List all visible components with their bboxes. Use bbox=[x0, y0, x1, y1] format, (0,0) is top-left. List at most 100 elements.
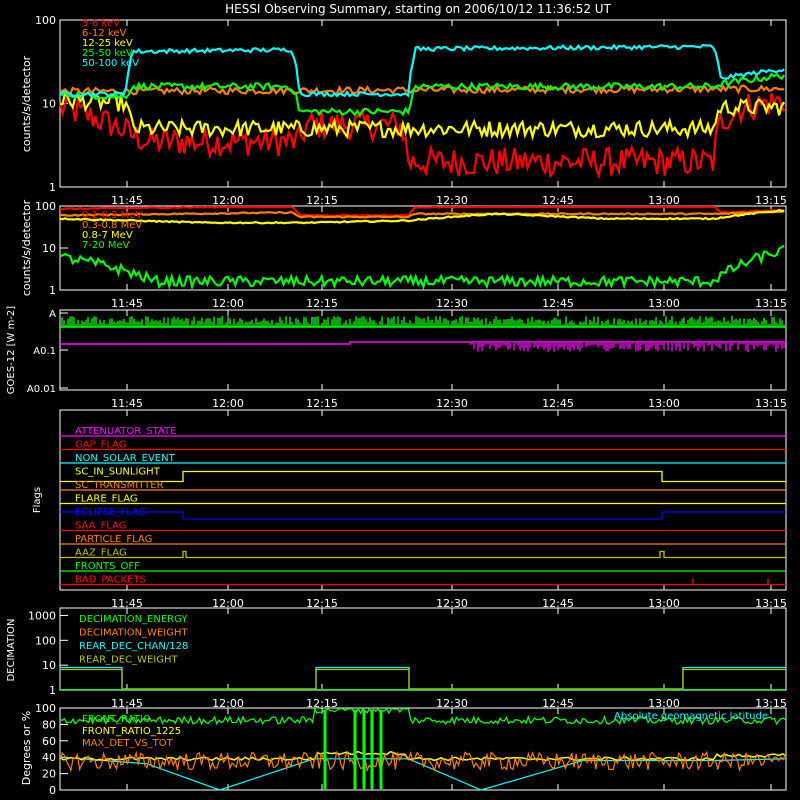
y-tick-label-dec-3: 1000 bbox=[28, 609, 56, 622]
x-tick-label-dec-4: 12:45 bbox=[542, 697, 574, 710]
flag-label-5: FLARE_FLAG bbox=[75, 494, 138, 505]
legend-entry-low-1: 6-12 keV bbox=[82, 28, 126, 39]
x-tick-label-low-1: 12:00 bbox=[212, 194, 244, 207]
y-tick-label-goes-1: A0.1 bbox=[33, 346, 56, 357]
legend-entry-ratio-2: MAX_DET_VS_TOT bbox=[82, 738, 174, 749]
series-line-0-3 bbox=[59, 72, 786, 117]
flag-line-6 bbox=[60, 511, 786, 520]
series-line-0-0 bbox=[58, 93, 786, 179]
series-spikes-goes-0 bbox=[61, 316, 785, 327]
y-axis-label-low: counts/s/detector bbox=[20, 55, 33, 152]
y-tick-label-goes-0: A0.01 bbox=[27, 384, 56, 395]
flag-line-9 bbox=[60, 550, 786, 559]
series-line-1-1 bbox=[59, 210, 785, 219]
x-tick-label-goes-4: 12:45 bbox=[542, 397, 574, 410]
y-tick-label-goes-2: A bbox=[49, 309, 56, 320]
legend-entry-high-2: 0.8-7 MeV bbox=[82, 230, 133, 241]
legend-entry-low-4: 50-100 keV bbox=[82, 58, 139, 69]
legend-entry-dec-3: REAR_DEC_WEIGHT bbox=[79, 655, 178, 666]
figure-title: HESSI Observing Summary, starting on 200… bbox=[225, 2, 611, 16]
x-tick-label-flags-1: 12:00 bbox=[212, 597, 244, 610]
x-tick-label-dec-6: 13:15 bbox=[755, 697, 787, 710]
flag-label-3: SC_IN_SUNLIGHT bbox=[75, 467, 161, 478]
flag-label-0: ATTENUATOR_STATE bbox=[75, 426, 176, 437]
series-line-1-2 bbox=[59, 208, 785, 225]
y-tick-label-1-1: 10 bbox=[42, 242, 56, 255]
x-tick-label-high-5: 13:00 bbox=[648, 297, 680, 310]
y-tick-label-1-2: 100 bbox=[35, 200, 56, 213]
y-axis-label-flags: Flags bbox=[32, 487, 43, 513]
flag-line-3 bbox=[60, 470, 786, 483]
y-tick-label-dec-0: 1 bbox=[49, 684, 56, 697]
legend-entry-ratio-1: FRONT_RATIO_1225 bbox=[82, 726, 181, 737]
y-tick-label-dec-1: 10 bbox=[42, 659, 56, 672]
legend-entry-dec-1: DECIMATION_WEIGHT bbox=[79, 628, 188, 639]
y-tick-label-ratio-4: 80 bbox=[42, 718, 56, 731]
flag-label-10: FRONTS_OFF bbox=[75, 561, 140, 572]
x-tick-label-goes-6: 13:15 bbox=[755, 397, 787, 410]
x-tick-label-goes-0: 11:45 bbox=[111, 397, 143, 410]
flag-label-9: AAZ_FLAG bbox=[75, 548, 127, 559]
y-tick-label-ratio-2: 40 bbox=[42, 751, 56, 764]
series-line-0-2 bbox=[59, 90, 786, 141]
y-tick-label-ratio-3: 60 bbox=[42, 735, 56, 748]
y-axis-label-dec: DECIMATION bbox=[6, 618, 17, 681]
y-axis-label-goes: GOES-12 [W m-2] bbox=[6, 306, 17, 394]
x-tick-label-high-0: 11:45 bbox=[111, 297, 143, 310]
x-tick-label-flags-3: 12:30 bbox=[436, 597, 468, 610]
legend-entry-low-2: 12-25 keV bbox=[82, 38, 133, 49]
legend-entry-high-0: 0.1-0.3 MeV bbox=[82, 210, 142, 221]
series-line-dec-3 bbox=[60, 668, 786, 690]
series-line-0-4 bbox=[59, 43, 785, 98]
series-line-ratio-1 bbox=[59, 750, 787, 762]
y-tick-label-ratio-1: 20 bbox=[42, 768, 56, 781]
series-line-1-0 bbox=[59, 205, 785, 218]
x-tick-label-low-0: 11:45 bbox=[111, 194, 143, 207]
series-line-1-3 bbox=[59, 244, 785, 291]
figure-layer: 11:45 12:00 12:15 12:30 12:45 13:00 13:15 11:45… bbox=[6, 14, 787, 797]
x-tick-label-low-3: 12:30 bbox=[436, 194, 468, 207]
x-tick-label-dec-0: 11:45 bbox=[111, 697, 143, 710]
x-tick-label-flags-5: 13:00 bbox=[648, 597, 680, 610]
flag-label-1: GAP_FLAG bbox=[75, 440, 127, 451]
series-spikes-goes-1 bbox=[469, 343, 785, 352]
series-line-ratio-2 bbox=[59, 750, 786, 773]
flag-line-11 bbox=[60, 578, 786, 586]
x-tick-label-low-6: 13:15 bbox=[755, 194, 787, 207]
series-line-goes-1 bbox=[60, 341, 786, 345]
x-tick-label-low-4: 12:45 bbox=[542, 194, 574, 207]
flag-label-4: SC_TRANSMITTER bbox=[75, 480, 164, 491]
y-axis-label-high: counts/s/detector bbox=[20, 199, 33, 296]
x-tick-label-high-2: 12:15 bbox=[306, 297, 338, 310]
x-tick-label-goes-1: 12:00 bbox=[212, 397, 244, 410]
flag-label-7: SAA_FLAG bbox=[75, 521, 126, 532]
x-tick-label-flags-0: 11:45 bbox=[111, 597, 143, 610]
x-tick-label-goes-3: 12:30 bbox=[436, 397, 468, 410]
x-tick-label-high-3: 12:30 bbox=[436, 297, 468, 310]
x-tick-label-dec-1: 12:00 bbox=[212, 697, 244, 710]
legend-entry-dec-0: DECIMATION_ENERGY bbox=[79, 614, 188, 625]
x-tick-label-flags-6: 13:15 bbox=[755, 597, 787, 610]
x-tick-label-goes-5: 13:00 bbox=[648, 397, 680, 410]
flag-label-8: PARTICLE_FLAG bbox=[75, 534, 152, 545]
legend-entry-high-3: 7-20 MeV bbox=[82, 240, 130, 251]
x-tick-label-dec-2: 12:15 bbox=[306, 697, 338, 710]
y-tick-label-ratio-5: 100 bbox=[35, 702, 56, 715]
x-tick-label-dec-5: 13:00 bbox=[648, 697, 680, 710]
y-tick-label-dec-2: 100 bbox=[35, 634, 56, 647]
y-tick-label-0-2: 100 bbox=[35, 14, 56, 27]
x-tick-label-dec-3: 12:30 bbox=[436, 697, 468, 710]
x-tick-label-high-1: 12:00 bbox=[212, 297, 244, 310]
y-tick-label-0-1: 10 bbox=[42, 98, 56, 111]
flag-label-11: BAD_PACKETS bbox=[75, 575, 146, 586]
legend-entry-dec-2: REAR_DEC_CHAN/128 bbox=[79, 641, 188, 652]
x-tick-label-low-2: 12:15 bbox=[306, 194, 338, 207]
x-tick-label-high-6: 13:15 bbox=[755, 297, 787, 310]
x-tick-label-flags-2: 12:15 bbox=[306, 597, 338, 610]
panel-frame-ratio bbox=[59, 707, 787, 791]
x-tick-label-high-4: 12:45 bbox=[542, 297, 574, 310]
series-line-ratio-0 bbox=[59, 707, 786, 726]
legend-entry-ratio-0: FRONT_RATIO bbox=[82, 714, 151, 725]
annotation-latitude: Absolute geomagnetic latitude bbox=[614, 711, 768, 722]
y-tick-label-ratio-0: 0 bbox=[49, 784, 56, 797]
